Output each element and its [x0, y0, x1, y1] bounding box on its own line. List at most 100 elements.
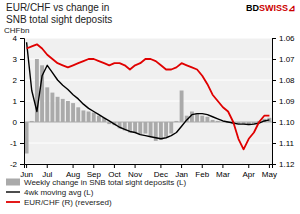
tick-mark — [248, 164, 249, 168]
tick-mark — [47, 164, 48, 168]
bar — [87, 112, 91, 123]
axis: JunJulAugSepOctNovDecJanFebMarAprMay — [20, 164, 277, 179]
tick-mark — [20, 101, 24, 102]
tick-label: 1.11 — [279, 139, 295, 148]
legend-item: 4wk moving avg (L) — [6, 188, 94, 197]
tick-mark — [272, 101, 276, 102]
bar — [50, 93, 54, 122]
tick-mark — [26, 164, 27, 168]
bar — [216, 121, 220, 122]
tick-mark — [20, 38, 24, 39]
tick: Jan — [175, 164, 188, 179]
tick: Oct — [108, 164, 121, 179]
tick-label: 1.09 — [279, 97, 295, 106]
tick-label: 0 — [13, 118, 18, 127]
bar — [66, 101, 70, 122]
legend-swatch — [6, 179, 20, 186]
tick-mark — [73, 164, 74, 168]
tick: 0 — [13, 118, 24, 127]
tick: 1.07 — [272, 55, 295, 64]
tick-mark — [135, 164, 136, 168]
tick-label: 4 — [13, 34, 18, 43]
axis-line — [25, 165, 273, 169]
tick: 1.08 — [272, 76, 295, 85]
tick-label: 1.10 — [279, 118, 295, 127]
bar — [76, 107, 80, 122]
bar — [56, 97, 60, 122]
tick-mark — [272, 59, 276, 60]
title: EUR/CHF vs change inSNB total sight depo… — [6, 2, 112, 25]
tick-mark — [20, 122, 24, 123]
tick-mark — [272, 80, 276, 81]
bar — [133, 122, 137, 133]
legend-item: Weekly change in SNB total sight deposit… — [6, 178, 186, 187]
tick: 4 — [13, 34, 24, 43]
tick-mark — [20, 143, 24, 144]
annotation: ⊿ — [288, 3, 296, 13]
chart: EUR/CHF vs change inSNB total sight depo… — [0, 0, 300, 214]
tick-label: 1.12 — [279, 160, 295, 169]
tick: Apr — [243, 164, 256, 179]
legend-label: 4wk moving avg (L) — [24, 188, 94, 197]
title-line: SNB total sight deposits — [6, 14, 112, 25]
legend-label: EUR/CHF (R) (reversed) — [24, 198, 112, 207]
bar — [180, 91, 184, 123]
bar — [71, 103, 75, 122]
legend-item: EUR/CHF (R) (reversed) — [6, 198, 112, 207]
tick: -2 — [10, 160, 24, 169]
bar — [30, 121, 34, 122]
plot: -2-1012341.061.071.081.091.101.111.12Jun… — [4, 26, 295, 179]
bar — [143, 122, 147, 134]
tick-label: Feb — [195, 170, 209, 179]
axis: -2-101234 — [10, 34, 25, 169]
bar — [61, 99, 65, 122]
tick-mark — [269, 164, 270, 168]
bar — [211, 120, 215, 122]
tick: Mar — [216, 164, 230, 179]
axis-line — [20, 39, 25, 165]
tick-mark — [160, 164, 161, 168]
tick: May — [262, 164, 277, 179]
bar — [164, 122, 168, 137]
tick: Feb — [195, 164, 209, 179]
tick-label: 2 — [13, 76, 18, 85]
bar — [81, 110, 85, 122]
tick: 1.12 — [272, 160, 295, 169]
tick-mark — [114, 164, 115, 168]
bar — [195, 114, 199, 122]
legend-swatch — [6, 201, 20, 203]
tick-label: -1 — [10, 139, 18, 148]
bar — [35, 59, 39, 122]
grid-line — [24, 38, 272, 39]
grid-line — [24, 143, 272, 144]
line — [27, 42, 270, 139]
tick-label: 1.08 — [279, 76, 295, 85]
bar — [25, 122, 29, 154]
bar — [174, 121, 178, 122]
bar — [138, 122, 142, 135]
legend-swatch — [6, 191, 20, 192]
bar — [200, 116, 204, 122]
tick: 1.09 — [272, 97, 295, 106]
tick: Jun — [20, 164, 33, 179]
bar-series — [25, 59, 272, 154]
line — [27, 44, 270, 149]
tick: -1 — [10, 139, 24, 148]
bar — [97, 116, 101, 122]
grid — [24, 38, 272, 164]
marks — [25, 42, 272, 153]
bar — [92, 113, 96, 122]
tick-label: Apr — [243, 170, 256, 179]
tick: 1.10 — [272, 118, 295, 127]
plot-background — [24, 38, 272, 164]
tick-mark — [272, 38, 276, 39]
tick-label: 1.06 — [279, 34, 295, 43]
bar — [205, 117, 209, 122]
tick-mark — [181, 164, 182, 168]
tick-mark — [272, 143, 276, 144]
bar — [169, 122, 173, 134]
tick-mark — [20, 59, 24, 60]
tick: Jul — [42, 164, 52, 179]
tick: 3 — [13, 55, 24, 64]
tick-mark — [20, 80, 24, 81]
